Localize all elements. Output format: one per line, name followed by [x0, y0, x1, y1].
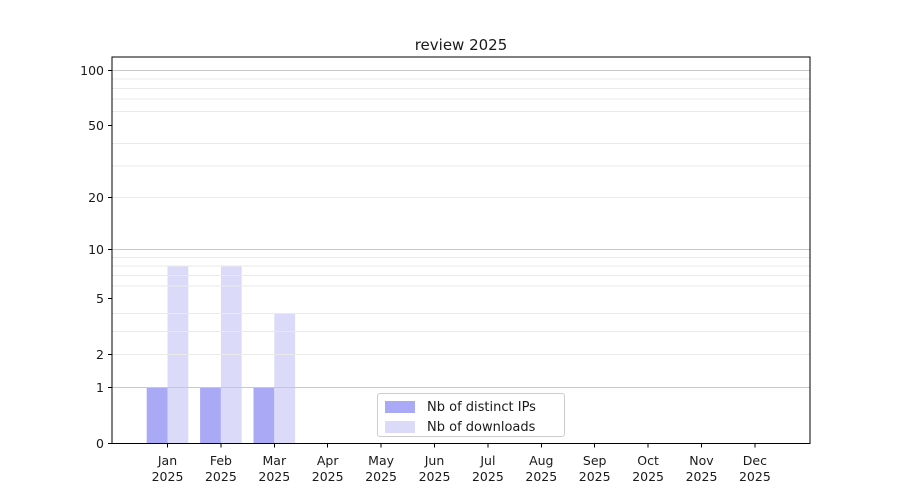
x-tick-label-year: 2025	[525, 469, 557, 484]
legend-label-distinct-ips: Nb of distinct IPs	[427, 399, 536, 415]
x-tick-label-year: 2025	[258, 469, 290, 484]
legend-box: Nb of distinct IPs Nb of downloads	[377, 393, 565, 437]
x-tick-label-month: Feb	[210, 453, 232, 468]
x-tick-label-year: 2025	[632, 469, 664, 484]
x-tick-label-month: Nov	[689, 453, 714, 468]
y-tick-label: 5	[96, 291, 104, 306]
downloads-swatch	[385, 421, 415, 433]
x-tick-label-year: 2025	[472, 469, 504, 484]
bar-distinct-ips	[253, 387, 275, 444]
x-tick-label-month: May	[368, 453, 394, 468]
y-tick-label: 50	[88, 118, 104, 133]
x-tick-label-month: Jun	[424, 453, 445, 468]
x-tick-label-month: Jan	[157, 453, 177, 468]
legend-entry-distinct-ips: Nb of distinct IPs	[385, 398, 564, 416]
x-tick-label-year: 2025	[579, 469, 611, 484]
y-tick-label: 2	[96, 347, 104, 362]
x-tick-label-month: Sep	[583, 453, 607, 468]
y-tick-label: 10	[88, 242, 104, 257]
bar-distinct-ips	[146, 387, 168, 444]
x-tick-label-month: Mar	[263, 453, 287, 468]
x-tick-label-year: 2025	[312, 469, 344, 484]
y-tick-label: 20	[88, 190, 104, 205]
plot-border	[111, 56, 811, 445]
y-tick-label: 100	[80, 63, 104, 78]
x-tick-label-month: Dec	[743, 453, 767, 468]
distinct-ips-swatch	[385, 401, 415, 413]
legend-label-downloads: Nb of downloads	[427, 419, 536, 435]
x-tick-label-year: 2025	[152, 469, 184, 484]
x-tick-label-year: 2025	[365, 469, 397, 484]
x-tick-label-month: Jul	[479, 453, 495, 468]
legend-entry-downloads: Nb of downloads	[385, 418, 564, 436]
y-tick-label: 0	[96, 436, 104, 451]
bar-downloads	[274, 313, 296, 444]
chart-title: review 2025	[414, 36, 508, 54]
x-tick-label-month: Apr	[317, 453, 339, 468]
x-tick-label-year: 2025	[739, 469, 771, 484]
x-tick-label-year: 2025	[419, 469, 451, 484]
x-tick-label-year: 2025	[686, 469, 718, 484]
x-tick-label-month: Oct	[637, 453, 659, 468]
x-tick-label-year: 2025	[205, 469, 237, 484]
y-tick-label: 1	[96, 380, 104, 395]
x-tick-label-month: Aug	[529, 453, 553, 468]
bar-distinct-ips	[200, 387, 221, 444]
